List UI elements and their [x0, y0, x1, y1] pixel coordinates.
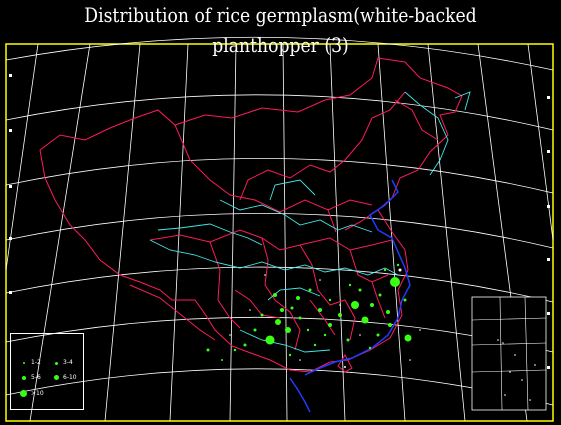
legend-dot-5: [20, 390, 27, 397]
germplasm-points: [206, 263, 412, 361]
white-markers: [229, 268, 421, 368]
legend-dot-4: [54, 375, 59, 380]
legend-label-5: >10: [31, 390, 44, 397]
frame-ticks: [9, 74, 550, 369]
graticule: [5, 36, 554, 422]
legend-dot-2: [55, 362, 58, 365]
legend-dot-3: [22, 376, 26, 380]
map-title: Distribution of rice germplasm(white-bac…: [84, 3, 477, 57]
legend: 1-2 3-4 5-6 6-10 >10: [10, 333, 84, 410]
province-borders: [39, 57, 463, 373]
map-frame: [5, 43, 554, 422]
south-china-sea-inset: [471, 296, 547, 411]
rivers: [149, 91, 471, 353]
legend-dot-1: [23, 362, 25, 364]
legend-label-1: 1-2: [31, 359, 41, 366]
legend-label-2: 3-4: [63, 359, 73, 366]
legend-label-4: 6-10: [63, 374, 77, 381]
legend-label-3: 5-6: [31, 374, 41, 381]
